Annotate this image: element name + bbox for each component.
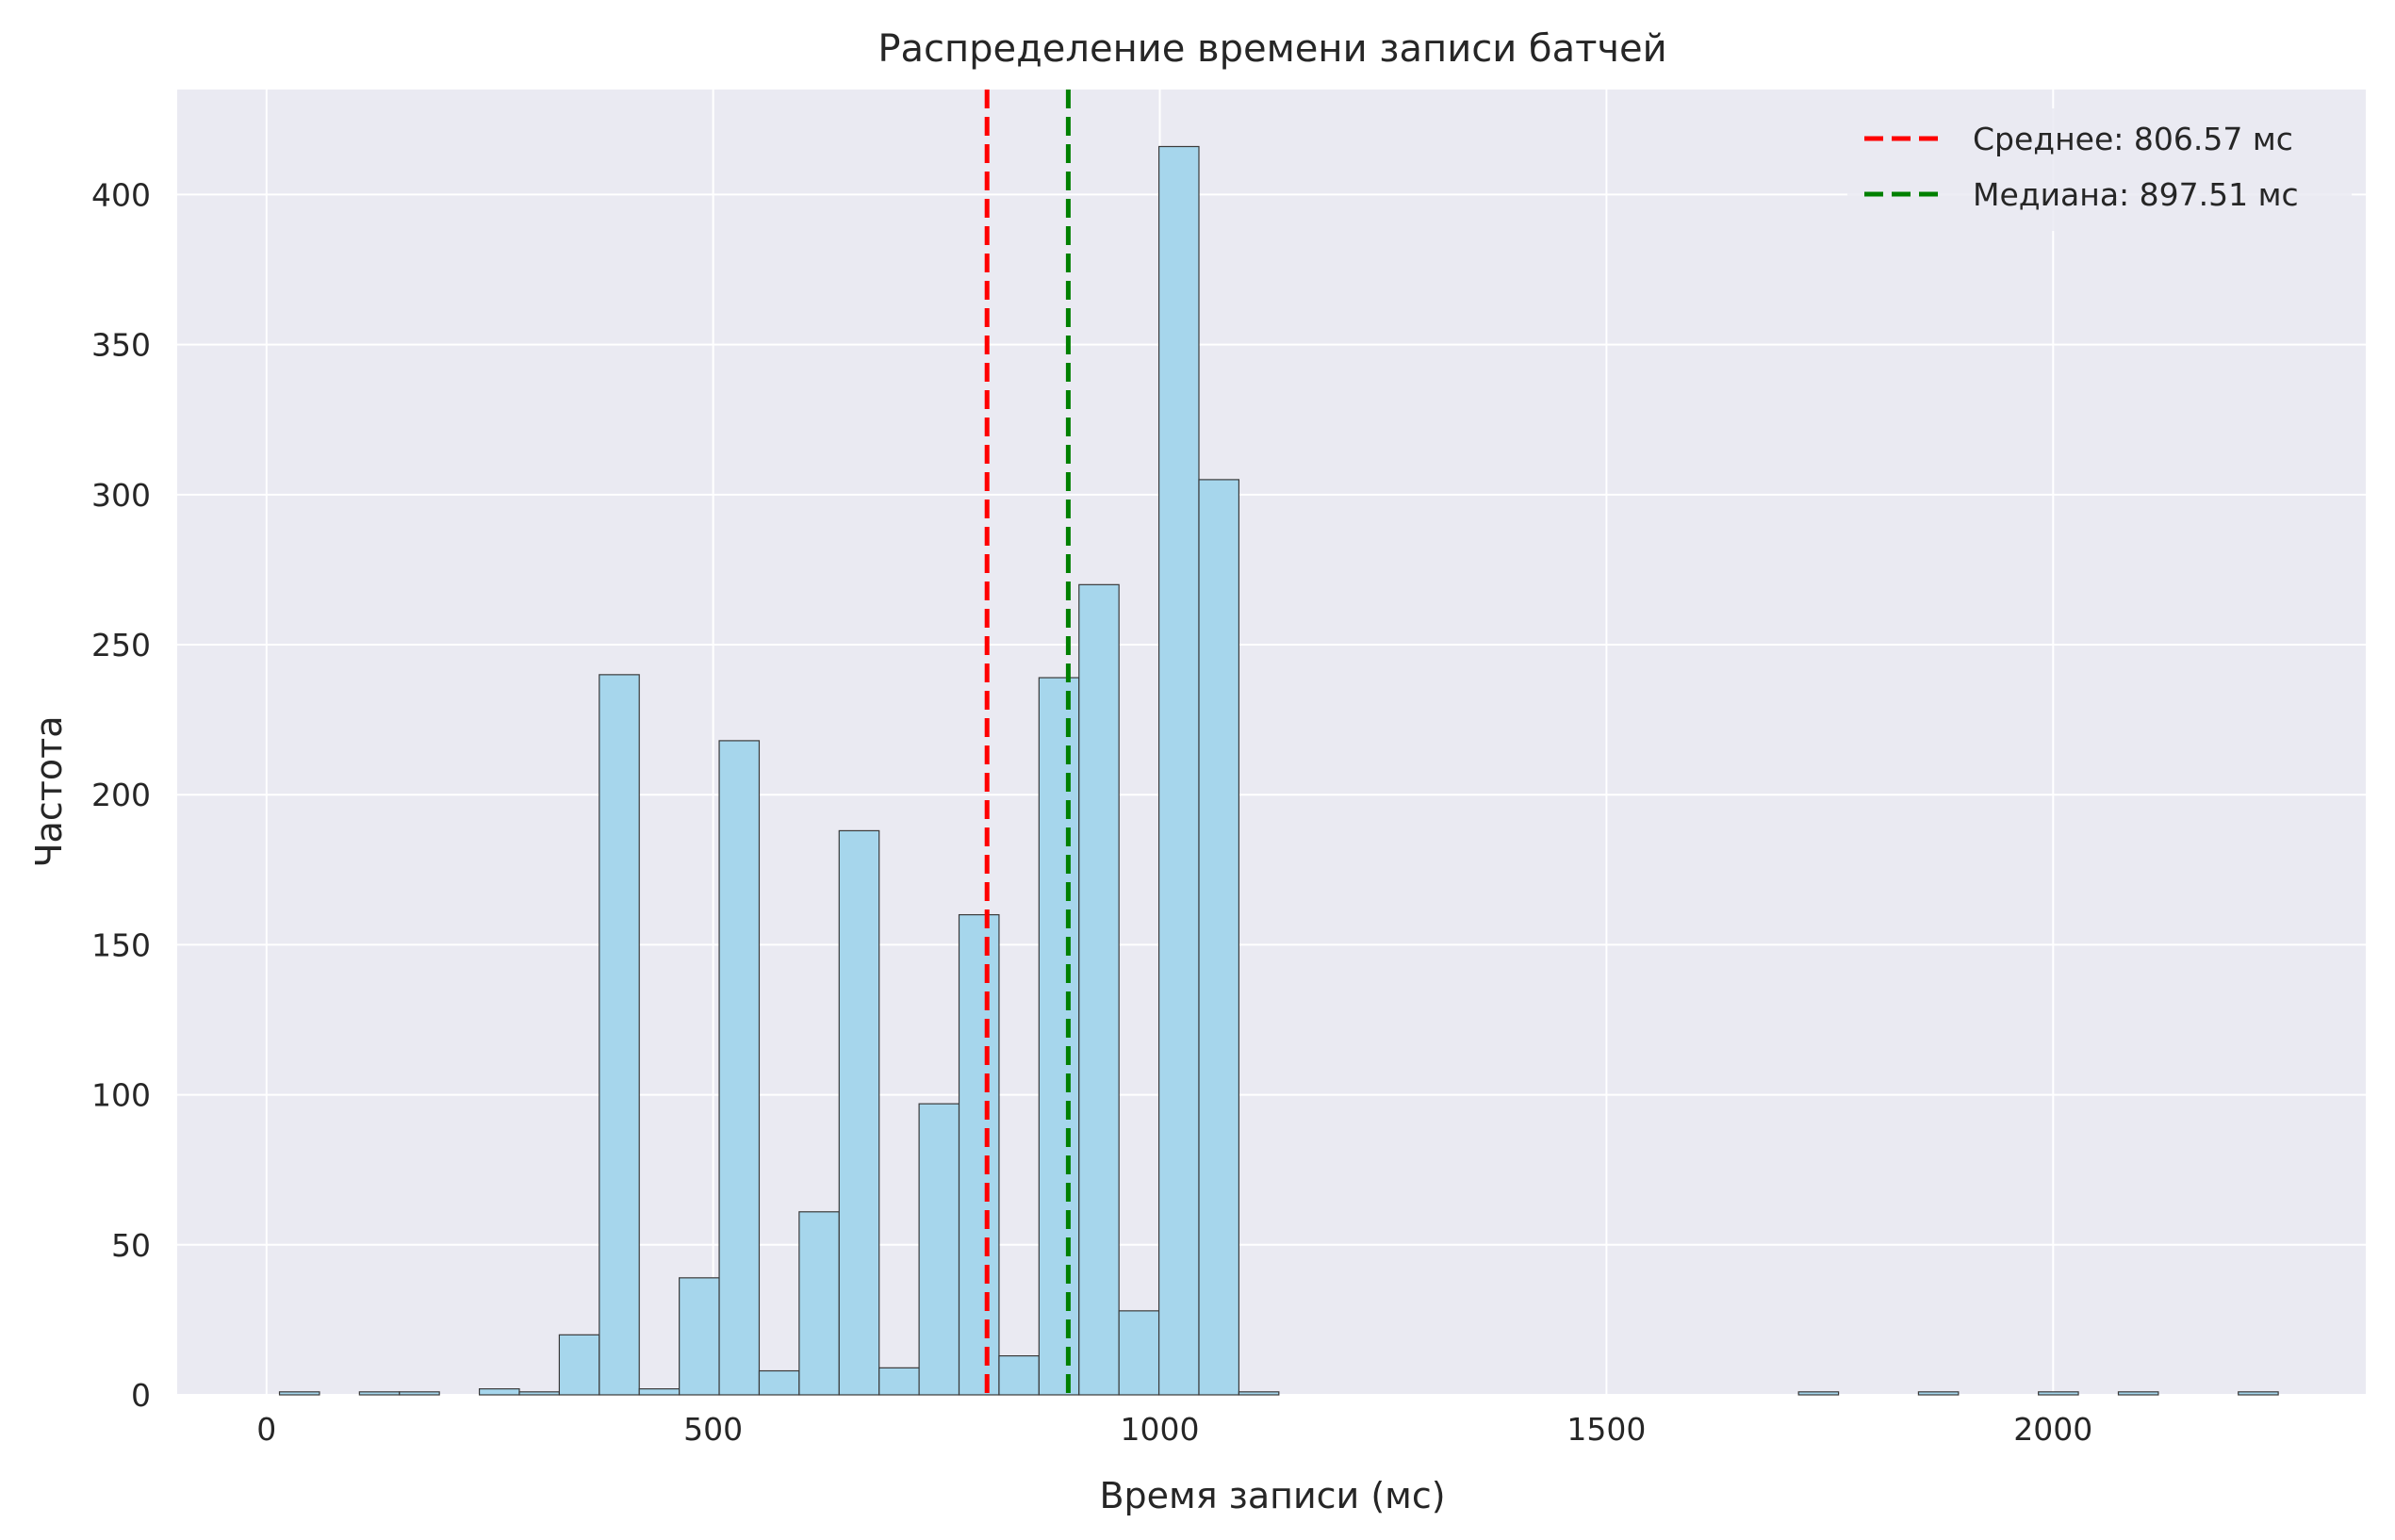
- histogram-bar: [599, 674, 640, 1396]
- x-tick-label: 1000: [1121, 1411, 1200, 1448]
- y-tick-label: 300: [91, 477, 151, 514]
- x-axis-label: Время записи (мс): [1099, 1475, 1445, 1516]
- legend: Среднее: 806.57 мс Медиана: 897.51 мс: [1847, 108, 2352, 231]
- histogram-bar: [278, 1391, 320, 1396]
- histogram-bar: [2238, 1391, 2279, 1396]
- legend-label-mean: Среднее: 806.57 мс: [1973, 121, 2293, 157]
- x-tick-label: 1500: [1567, 1411, 1646, 1448]
- histogram-bar: [958, 913, 1000, 1396]
- histogram-bar: [1238, 1391, 1280, 1396]
- y-tick-label: 200: [91, 777, 151, 813]
- histogram-bar: [758, 1369, 800, 1396]
- histogram-bar: [638, 1388, 681, 1396]
- histogram-bar: [878, 1367, 920, 1396]
- histogram-bar: [679, 1277, 720, 1396]
- x-tick-label: 2000: [2013, 1411, 2092, 1448]
- y-tick-label: 150: [91, 926, 151, 963]
- legend-box: [1847, 108, 2352, 231]
- histogram-bar: [1118, 1310, 1160, 1396]
- chart-title: Распределение времени записи батчей: [878, 27, 1666, 71]
- x-tick-label: 500: [683, 1411, 743, 1448]
- plot-area: [177, 90, 2366, 1395]
- histogram-bar: [798, 1211, 840, 1396]
- histogram-bar: [2038, 1391, 2079, 1396]
- histogram-bar: [358, 1391, 401, 1396]
- histogram-bar: [1917, 1391, 1960, 1396]
- histogram-bar: [998, 1355, 1040, 1396]
- histogram-bar: [478, 1388, 520, 1396]
- histogram-bar: [399, 1391, 440, 1396]
- histogram-bar: [518, 1391, 561, 1396]
- histogram-bar: [918, 1103, 960, 1396]
- histogram-bars: [278, 145, 2279, 1396]
- histogram-bar: [1797, 1391, 1840, 1396]
- histogram-bar: [1038, 677, 1080, 1396]
- histogram-bar: [558, 1334, 600, 1396]
- x-tick-label: 0: [256, 1411, 276, 1448]
- histogram-bar: [1157, 145, 1200, 1396]
- histogram-bar: [1078, 583, 1120, 1396]
- histogram-bar: [718, 740, 761, 1396]
- y-axis-label: Частота: [28, 715, 70, 867]
- y-tick-label: 100: [91, 1077, 151, 1114]
- tick-labels: 0 500 1000 1500 2000 0 50 100 150 200 250 300 350 400: [91, 176, 2092, 1448]
- y-tick-label: 250: [91, 627, 151, 664]
- histogram-bar: [838, 829, 880, 1396]
- y-tick-label: 0: [131, 1377, 151, 1414]
- histogram-bar: [2117, 1391, 2159, 1396]
- y-tick-label: 50: [111, 1227, 151, 1264]
- legend-label-median: Медиана: 897.51 мс: [1973, 176, 2299, 213]
- histogram-bar: [1198, 479, 1240, 1396]
- y-tick-label: 350: [91, 327, 151, 364]
- y-tick-label: 400: [91, 176, 151, 213]
